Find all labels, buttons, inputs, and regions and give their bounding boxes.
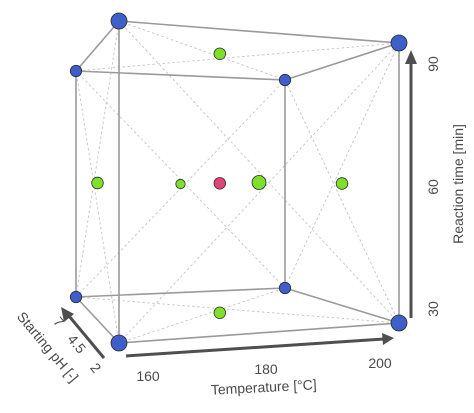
face-diagonal — [75, 20, 120, 298]
face-diagonal — [75, 70, 120, 344]
corner-design-point — [69, 64, 83, 78]
reaction-time-axis-arrowhead — [405, 50, 417, 64]
face-diagonal — [118, 20, 400, 324]
reaction-time-tick-90: 90 — [425, 56, 441, 72]
reaction-time-axis-label: Reaction time [min] — [450, 124, 466, 244]
starting-ph-axis-arrow-line — [67, 315, 106, 359]
cube-edge — [75, 287, 286, 298]
face-diagonal — [118, 42, 400, 344]
reaction-time-tick-60: 60 — [425, 179, 441, 195]
corner-design-point — [69, 290, 83, 304]
axial-design-point — [175, 178, 186, 190]
cube-edge — [118, 322, 400, 344]
temperature-tick-200: 200 — [368, 355, 392, 371]
cube-edge — [75, 296, 120, 344]
temperature-tick-180: 180 — [254, 361, 278, 377]
reaction-time-tick-30: 30 — [425, 301, 441, 317]
face-diagonal — [284, 42, 400, 289]
temperature-axis-arrow-line — [125, 337, 385, 358]
cube-edges — [75, 20, 400, 344]
corner-design-point — [110, 334, 128, 352]
face-diagonal — [75, 42, 400, 72]
center-design-point — [213, 177, 227, 190]
design-points — [69, 12, 408, 352]
face-diagonal — [118, 287, 286, 344]
cube-edge — [75, 70, 286, 81]
axial-design-point — [251, 175, 267, 190]
cube-edge — [284, 287, 400, 324]
axial-design-point — [213, 306, 227, 320]
temperature-axis-label: Temperature [°C] — [210, 376, 317, 398]
cube-edge — [75, 20, 120, 72]
corner-design-point — [110, 12, 128, 30]
starting-ph-tick-2: 2 — [87, 360, 104, 376]
corner-design-point — [278, 73, 292, 87]
axial-design-point — [91, 176, 104, 190]
axial-design-point — [335, 177, 349, 190]
axial-design-point — [213, 47, 227, 61]
temperature-tick-160: 160 — [136, 368, 160, 384]
temperature-axis-arrowhead — [382, 333, 394, 345]
starting-ph-tick-7: 7 — [50, 314, 67, 330]
cube-edge — [284, 42, 400, 81]
corner-design-point — [278, 281, 292, 295]
temperature-axis: 160 180 200 Temperature [°C] — [125, 333, 394, 398]
reaction-time-axis: 30 60 90 Reaction time [min] — [405, 50, 466, 318]
starting-ph-axis: 2 4.5 7 Starting pH [-] — [14, 307, 106, 385]
corner-design-point — [390, 314, 408, 332]
starting-ph-axis-arrowhead — [61, 307, 74, 322]
face-diagonal — [284, 79, 400, 324]
face-diagonal — [75, 296, 400, 324]
corner-design-point — [390, 34, 408, 52]
face-diagonal — [118, 20, 286, 81]
cube-edge — [118, 20, 400, 44]
